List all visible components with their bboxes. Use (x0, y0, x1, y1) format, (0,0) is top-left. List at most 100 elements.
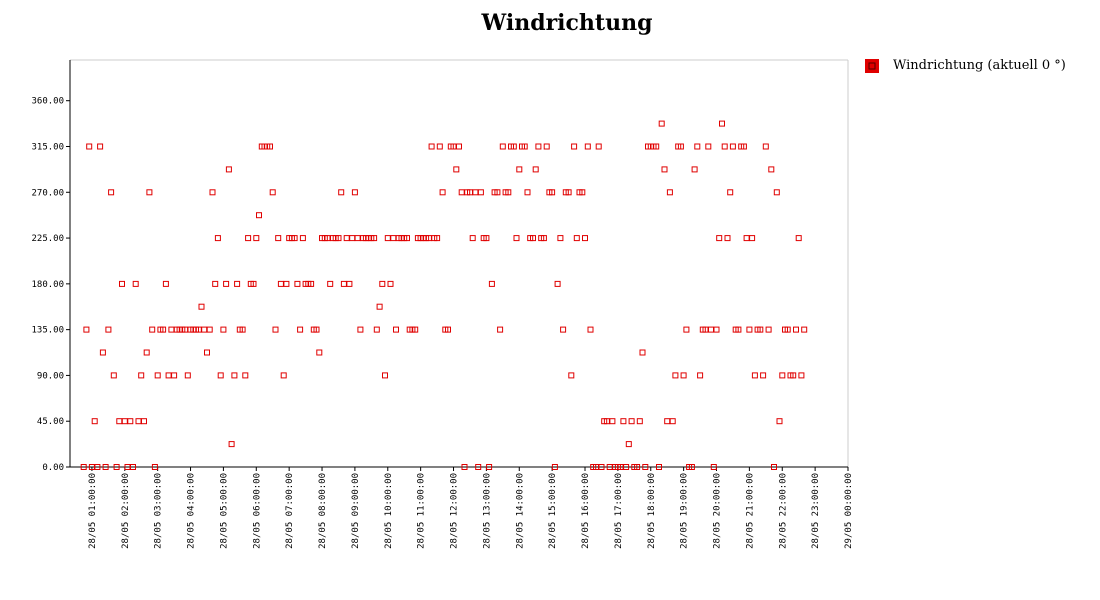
y-tick-label: 270.00 (31, 188, 64, 198)
data-point (530, 235, 536, 242)
data-point (768, 166, 775, 173)
data-point (393, 326, 399, 333)
data-point (225, 166, 232, 173)
data-point (143, 349, 150, 356)
data-point (694, 143, 701, 150)
data-point (154, 372, 161, 379)
data-point (584, 143, 591, 150)
data-point (793, 326, 799, 333)
data-point (532, 166, 539, 173)
data-point (713, 326, 720, 333)
data-point (110, 372, 117, 379)
data-point (214, 235, 221, 242)
data-point (228, 441, 235, 448)
data-point (505, 189, 512, 196)
data-point (719, 120, 725, 127)
legend-swatch (865, 59, 879, 73)
data-point (132, 280, 139, 287)
data-point (206, 326, 213, 333)
data-point (335, 235, 342, 242)
data-point (283, 280, 290, 287)
data-point (625, 441, 632, 448)
data-point (677, 143, 684, 150)
data-point (516, 166, 523, 173)
data-point (595, 143, 602, 150)
data-point (91, 418, 98, 425)
data-point (94, 464, 101, 470)
data-point (705, 143, 712, 150)
x-tick-label: 28/05 16:00:00 (581, 473, 591, 549)
data-point (513, 235, 520, 242)
x-tick-label: 28/05 15:00:00 (548, 473, 558, 549)
data-point (661, 166, 668, 173)
data-point (666, 189, 673, 196)
x-tick-label: 28/05 22:00:00 (778, 473, 788, 549)
data-point (412, 326, 419, 333)
data-point (680, 372, 687, 379)
data-point (349, 235, 356, 242)
data-point (141, 418, 147, 425)
data-point (628, 418, 635, 425)
data-point (735, 326, 742, 333)
data-point (554, 280, 561, 287)
y-tick-label: 225.00 (31, 234, 64, 244)
data-point (571, 143, 578, 150)
data-point (472, 189, 479, 196)
data-point (387, 280, 394, 287)
x-tick-label: 28/05 02:00:00 (121, 473, 131, 549)
data-point (697, 372, 704, 379)
y-tick-label: 90.00 (37, 371, 64, 381)
data-point (565, 189, 572, 196)
data-point (779, 372, 786, 379)
data-point (97, 143, 104, 150)
data-point (242, 372, 249, 379)
data-point (483, 235, 490, 242)
data-point (162, 280, 169, 287)
data-point (272, 326, 279, 333)
data-point (642, 464, 649, 470)
data-point (469, 235, 476, 242)
data-point (549, 189, 556, 196)
data-point (795, 235, 802, 242)
x-tick-label: 28/05 07:00:00 (285, 473, 295, 549)
data-point (724, 235, 731, 242)
data-point (743, 235, 750, 242)
x-tick-label: 28/05 03:00:00 (154, 473, 164, 549)
data-point (540, 235, 547, 242)
y-tick-label: 45.00 (37, 417, 64, 427)
data-point (658, 120, 665, 127)
data-point (127, 418, 134, 425)
data-point (234, 280, 241, 287)
data-point (294, 280, 301, 287)
data-point (313, 326, 320, 333)
x-tick-label: 28/05 20:00:00 (713, 473, 723, 549)
data-point (198, 303, 205, 310)
data-point (121, 418, 128, 425)
data-point (371, 235, 378, 242)
x-tick-label: 28/05 13:00:00 (482, 473, 492, 549)
data-point (486, 464, 493, 470)
data-point (151, 464, 158, 470)
data-point (543, 143, 550, 150)
data-point (212, 280, 219, 287)
data-point (488, 280, 495, 287)
x-tick-label: 28/05 09:00:00 (351, 473, 361, 549)
data-point (636, 418, 643, 425)
data-point (220, 326, 227, 333)
data-point (267, 143, 273, 150)
data-point (598, 464, 605, 470)
data-point (291, 235, 298, 242)
data-point (346, 280, 353, 287)
data-point (327, 280, 334, 287)
x-tick-label: 28/05 14:00:00 (515, 473, 525, 549)
data-point (801, 326, 808, 333)
data-point (521, 143, 528, 150)
data-point (672, 372, 679, 379)
data-point (376, 303, 383, 310)
data-point (729, 143, 736, 150)
data-point (620, 418, 627, 425)
data-point (535, 143, 542, 150)
data-point (204, 349, 210, 356)
data-point (269, 189, 276, 196)
data-point (184, 372, 191, 379)
